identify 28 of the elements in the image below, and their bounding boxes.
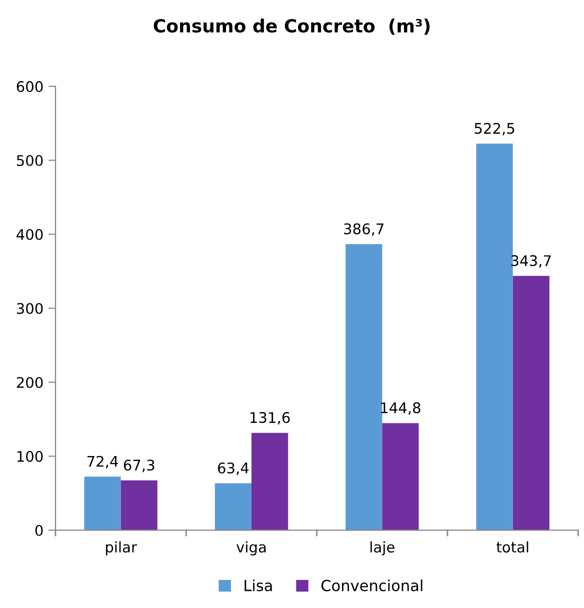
bar	[84, 476, 121, 530]
legend-label: Lisa	[244, 579, 272, 592]
x-tick-label: laje	[370, 541, 394, 556]
x-tick-label: viga	[236, 541, 266, 556]
bar	[512, 276, 550, 530]
data-label: 63,4	[218, 462, 249, 475]
bar	[214, 483, 252, 530]
bar	[120, 480, 158, 530]
data-label: 72,4	[87, 456, 118, 468]
data-label: 131,6	[250, 412, 290, 425]
legend-label: Convencional	[321, 579, 422, 592]
bar	[251, 432, 288, 530]
x-tick-label: pilar	[106, 541, 137, 556]
x-tick-label: total	[496, 541, 528, 553]
bar	[382, 423, 419, 530]
y-tick-label: 100	[17, 450, 43, 462]
data-label: 522,5	[474, 122, 514, 136]
y-tick-label: 0	[35, 524, 43, 536]
data-label: 386,7	[344, 223, 384, 236]
chart-title: Consumo de Concreto (m³)	[154, 18, 430, 35]
bar	[346, 244, 382, 530]
data-label: 67,3	[124, 460, 154, 472]
y-tick-label: 200	[16, 376, 43, 388]
y-tick-label: 500	[16, 155, 43, 166]
y-tick-label: 600	[16, 81, 43, 92]
y-tick-label: 300	[16, 302, 43, 314]
y-tick-label: 400	[16, 229, 43, 240]
bar	[476, 144, 513, 530]
